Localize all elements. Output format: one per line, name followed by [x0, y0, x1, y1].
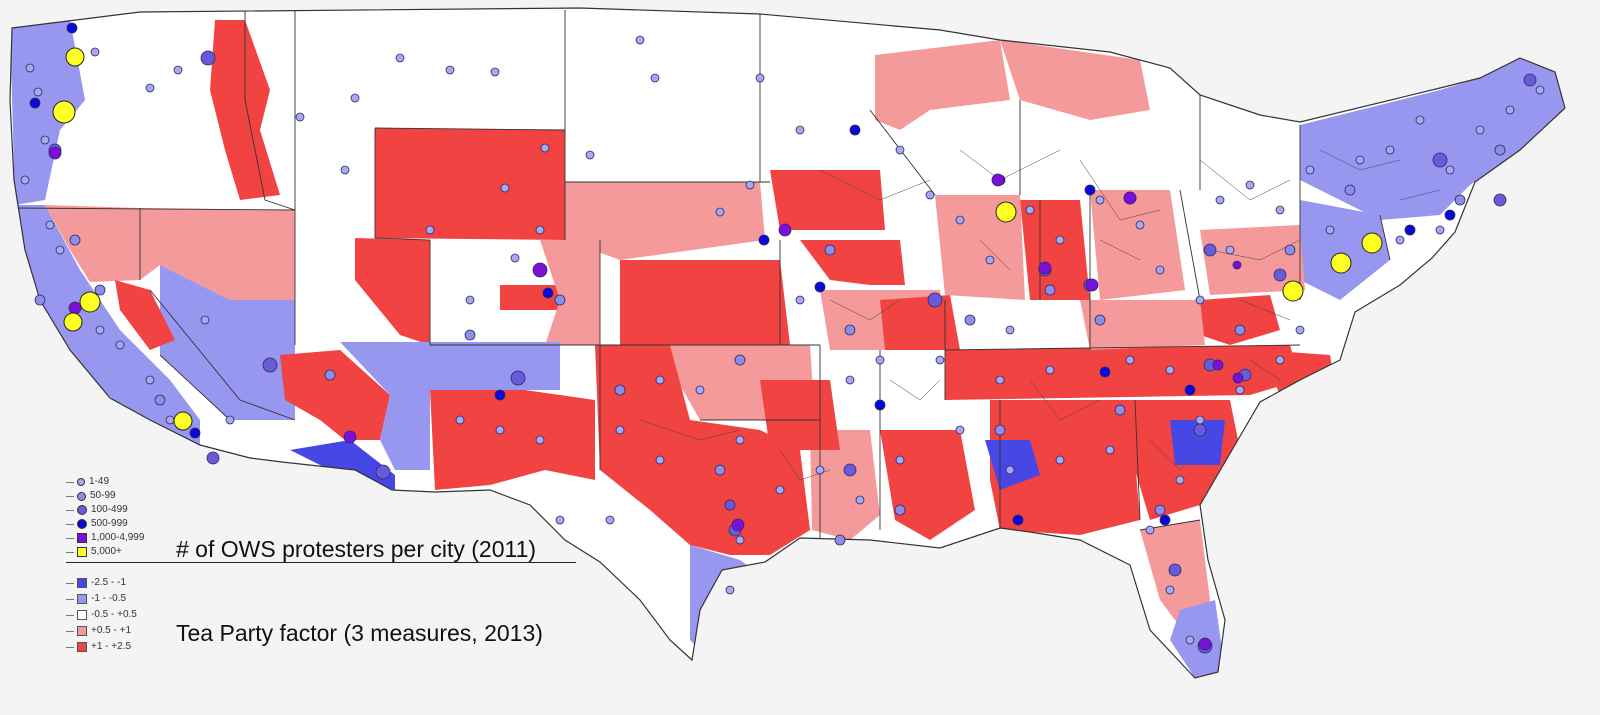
- protest-legend-title: # of OWS protesters per city (2011): [176, 536, 537, 562]
- region-nebraska-pink: [565, 182, 765, 260]
- legend-circle-icon: [77, 519, 87, 529]
- region-nevada-pink: [140, 208, 295, 300]
- region-michigan-pink: [1000, 40, 1150, 120]
- legend-circle-icon: [77, 478, 85, 486]
- legend-swatch: [77, 594, 87, 604]
- state-borders: [10, 10, 1391, 540]
- legend-separator: [66, 562, 576, 563]
- region-ohio-pink: [1090, 190, 1185, 300]
- legend-label: 100-499: [91, 504, 128, 515]
- legend-label: 50-99: [90, 490, 116, 501]
- legend-swatch: [77, 610, 87, 620]
- legend-row-protest-1: 1-49: [66, 476, 109, 488]
- region-indiana-red: [1020, 200, 1090, 300]
- protest-class-5000-plus: [52, 47, 1383, 431]
- region-utah-red: [355, 238, 430, 345]
- protest-class-50-99: [34, 109, 1506, 546]
- legend-swatch: [77, 578, 87, 588]
- region-mid-atlantic-blue: [1300, 200, 1390, 300]
- legend-swatch: [77, 642, 87, 652]
- legend-swatch: [77, 626, 87, 636]
- region-northeast-blue: [1300, 58, 1565, 220]
- region-south-texas-red: [740, 470, 810, 555]
- legend-row-tea-5: +1 - +2.5: [66, 641, 131, 653]
- legend-label: -1 - -0.5: [91, 593, 127, 604]
- legend-circle-icon: [77, 491, 86, 501]
- region-nm-red: [430, 390, 595, 490]
- protest-markers: [20, 22, 1545, 654]
- legend-row-protest-5: 1,000-4,999: [66, 532, 144, 544]
- region-south-florida-blue: [1170, 600, 1225, 678]
- legend-row-tea-2: -1 - -0.5: [66, 593, 126, 605]
- region-kentucky-pink: [1080, 300, 1205, 350]
- legend-row-protest-6: 5,000+: [66, 546, 122, 558]
- legend-label: 500-999: [91, 518, 128, 529]
- region-kansas-red: [620, 260, 790, 345]
- legend-label: 1-49: [89, 476, 110, 487]
- protest-class-1000-4999: [48, 146, 1244, 651]
- protest-class-1-49: [20, 35, 1545, 645]
- region-mississippi-blue: [985, 440, 1040, 490]
- region-colorado-pink: [540, 240, 600, 345]
- legend-label: 1,000-4,999: [91, 532, 145, 543]
- region-arkansas-red: [880, 295, 960, 350]
- legend-label: +1 - +2.5: [91, 641, 132, 652]
- legend-square-icon: [77, 547, 87, 557]
- region-oregon-east-pink: [45, 205, 140, 282]
- legend-circle-icon: [77, 505, 87, 515]
- legend-square-icon: [77, 533, 87, 543]
- region-arizona-blue: [340, 342, 430, 470]
- region-virginia-red: [1200, 295, 1280, 345]
- region-arizona-red: [280, 350, 390, 440]
- region-wyoming-red: [375, 128, 565, 240]
- region-nevada-blue: [160, 265, 295, 420]
- region-minnesota-pink: [875, 40, 1010, 130]
- region-california-coast: [15, 205, 200, 450]
- legend-row-tea-1: -2.5 - -1: [66, 577, 126, 589]
- legend-label: -0.5 - +0.5: [91, 609, 137, 620]
- legend-row-protest-3: 100-499: [66, 504, 128, 516]
- legend-row-tea-3: -0.5 - +0.5: [66, 609, 137, 621]
- legend-row-tea-4: +0.5 - +1: [66, 625, 131, 637]
- legend-label: 5,000+: [91, 546, 122, 557]
- region-nm-blue: [430, 342, 560, 390]
- region-oklahoma-east-red: [760, 380, 840, 450]
- legend-label: +0.5 - +1: [91, 625, 132, 636]
- region-texas-pink: [810, 430, 880, 540]
- region-central-ca-red: [115, 280, 175, 350]
- legend-row-protest-2: 50-99: [66, 490, 116, 502]
- region-iowa-red: [770, 170, 885, 230]
- legend-label: -2.5 - -1: [91, 577, 127, 588]
- tea-legend-title: Tea Party factor (3 measures, 2013): [176, 620, 543, 646]
- region-alabama-red: [990, 400, 1140, 535]
- region-idaho-red: [210, 20, 280, 200]
- legend-row-protest-4: 500-999: [66, 518, 128, 530]
- region-sc-blue: [1170, 420, 1225, 465]
